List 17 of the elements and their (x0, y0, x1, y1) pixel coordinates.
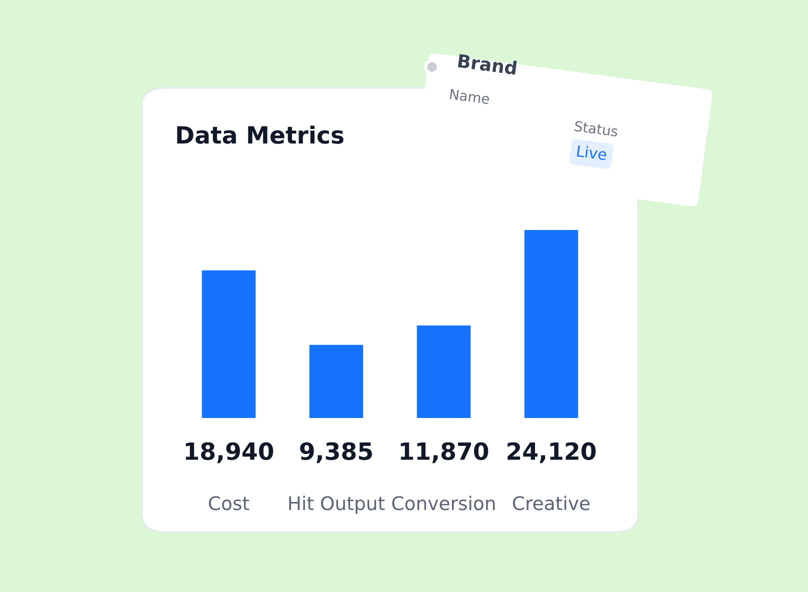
bar (202, 270, 256, 418)
x-tick-label: Creative (513, 496, 590, 510)
text: Brand (458, 54, 517, 75)
chart-title: Data Metrics (177, 126, 344, 144)
bar (416, 325, 471, 418)
data-label: 9,385 (300, 442, 372, 464)
bar (309, 344, 364, 418)
x-tick-label: Conversion (392, 496, 495, 510)
text: Status (574, 120, 618, 137)
text: Name (450, 88, 490, 104)
data-label: 18,940 (186, 442, 274, 464)
bar (524, 230, 578, 418)
data-label: 24,120 (508, 442, 596, 464)
x-tick-label: Cost (208, 496, 250, 510)
text: Live (576, 144, 608, 160)
x-tick-label: Hit Output (289, 496, 385, 514)
data-label: 11,870 (400, 442, 488, 464)
